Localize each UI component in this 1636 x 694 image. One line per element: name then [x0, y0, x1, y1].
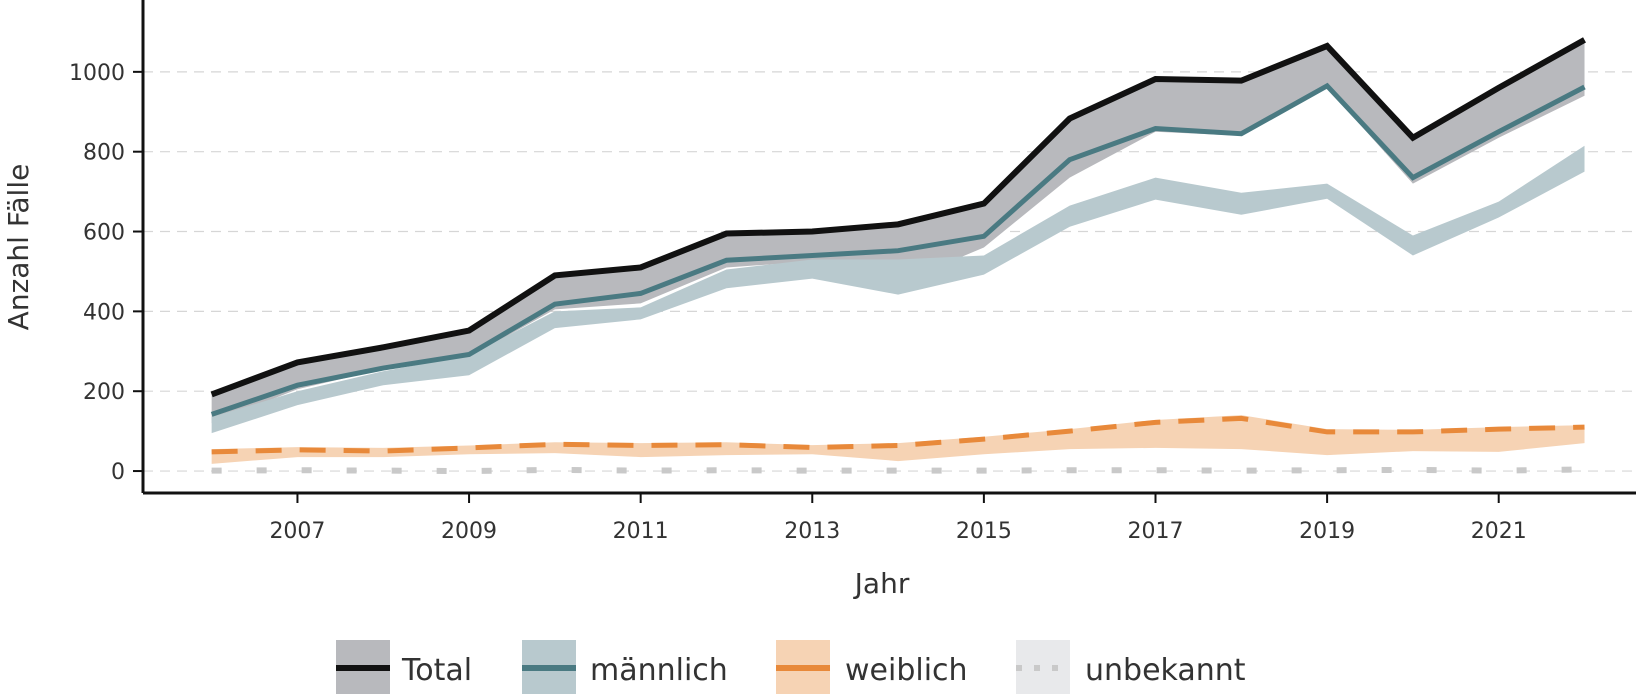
series-line-Total: [210, 37, 1586, 398]
x-tick-label: 2013: [784, 519, 840, 544]
axis-ticks: 0 200 400 600 800 1000 2007 2009 2011 2013 2015 201…: [69, 61, 1527, 544]
series-line-weiblich: [211, 415, 1585, 455]
band-weiblich: [211, 415, 1585, 464]
x-tick-label: 2007: [269, 519, 325, 544]
x-tick-label: 2015: [956, 519, 1012, 544]
y-axis-title: Anzahl Fälle: [2, 164, 35, 331]
x-tick-label: 2021: [1471, 519, 1527, 544]
y-tick-label: 200: [83, 380, 125, 405]
legend: Total männlich weiblich unbekannt: [336, 640, 1246, 694]
legend-item-Total: Total: [336, 640, 472, 694]
y-tick-label: 1000: [69, 61, 125, 86]
legend-swatch-unbekannt: [1016, 640, 1070, 694]
x-tick-label: 2011: [613, 519, 669, 544]
series-lines: [210, 37, 1586, 475]
legend-item-weiblich: weiblich: [776, 640, 968, 694]
y-tick-label: 0: [111, 460, 125, 485]
y-tick-label: 600: [83, 221, 125, 246]
legend-item-unbekannt: unbekannt: [1016, 640, 1246, 694]
x-axis-title: Jahr: [853, 567, 910, 600]
legend-label-Total: Total: [401, 653, 472, 688]
series-line-unbekannt: [211, 466, 1585, 475]
x-tick-label: 2009: [441, 519, 497, 544]
y-tick-label: 800: [83, 141, 125, 166]
legend-label-männlich: männlich: [590, 653, 728, 688]
legend-label-weiblich: weiblich: [845, 653, 968, 688]
y-tick-label: 400: [83, 300, 125, 325]
legend-item-männlich: männlich: [522, 640, 728, 694]
legend-label-unbekannt: unbekannt: [1085, 653, 1246, 688]
x-tick-label: 2017: [1127, 519, 1183, 544]
x-tick-label: 2019: [1299, 519, 1355, 544]
axes: [141, 0, 1636, 495]
band-männlich: [211, 145, 1585, 434]
series-line-männlich: [210, 82, 1586, 417]
